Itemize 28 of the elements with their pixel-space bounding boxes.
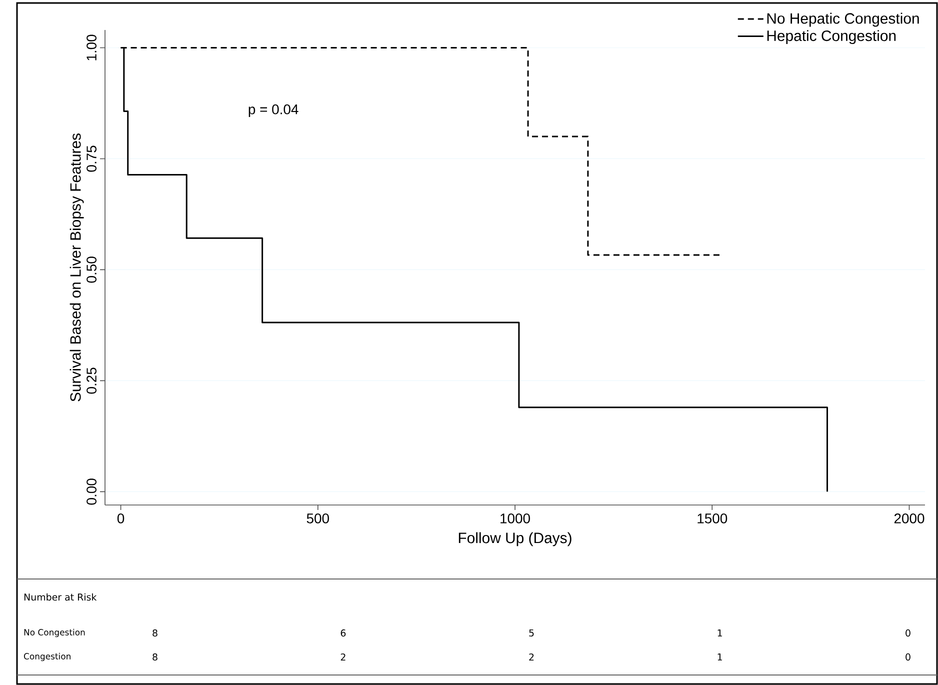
text: 1 [718, 654, 722, 660]
x-tick-label: 500 [306, 513, 329, 524]
y-tick-label: 1.00 [86, 34, 96, 60]
y-tick-label: 0.75 [86, 146, 96, 172]
x-tick-label: 2000 [894, 513, 924, 524]
text: Number at Risk [24, 593, 97, 601]
y-tick-label: 0.50 [86, 256, 96, 283]
text: 1 [718, 630, 722, 636]
y-tick-label: 0.00 [86, 478, 96, 505]
x-axis-title: Follow Up (Days) [458, 532, 572, 546]
text: 2 [340, 653, 346, 660]
text: 0 [906, 629, 910, 637]
y-tick-label: 0.25 [86, 368, 96, 394]
text: 0 [906, 653, 910, 661]
x-tick-label: 1500 [698, 513, 728, 524]
annotation: p = 0.04 [248, 104, 298, 118]
text: 2 [529, 653, 534, 660]
text: Congestion [24, 652, 70, 662]
legend-label: No Hepatic Congestion [767, 12, 919, 27]
text: No Congestion [24, 628, 85, 638]
text: 8 [152, 653, 158, 661]
y-axis-title: Survival Based on Liver Biopsy Features [70, 134, 84, 402]
x-tick-label: 0 [117, 513, 124, 524]
text: 8 [152, 629, 158, 637]
x-tick-label: 1000 [500, 513, 530, 524]
text: 6 [340, 629, 346, 637]
text: 5 [529, 629, 534, 637]
legend-label: Hepatic Congestion [767, 30, 896, 44]
